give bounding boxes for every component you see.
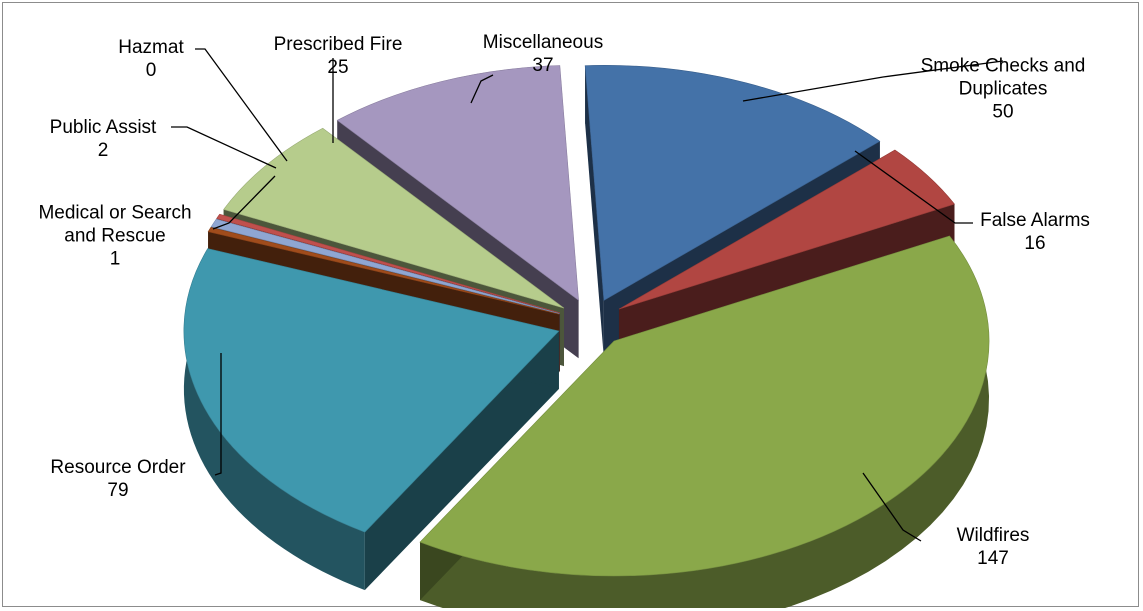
slice-value-false-alarms: 16: [1024, 233, 1045, 254]
leader-line-miscellaneous: [470, 74, 494, 104]
slice-value-medical-or-search-and-rescue: 1: [110, 249, 121, 270]
leader-line-smoke-checks-and-duplicates: [742, 60, 1004, 102]
slice-wildfires: [419, 235, 990, 577]
slice-label-miscellaneous: Miscellaneous: [483, 32, 603, 53]
slice-edge-smoke-checks-and-duplicates-0: [585, 65, 604, 359]
slice-label-smoke-checks-and-duplicates: Duplicates: [959, 79, 1048, 100]
slice-label-smoke-checks-and-duplicates: Smoke Checks and: [921, 56, 1086, 77]
slice-value-public-assist: 2: [98, 140, 109, 161]
leader-line-hazmat: [195, 48, 288, 162]
slice-value-miscellaneous: 37: [532, 55, 553, 76]
leader-line-wildfires: [862, 472, 922, 542]
slice-label-prescribed-fire: Prescribed Fire: [274, 34, 403, 55]
slice-label-public-assist: Public Assist: [50, 117, 157, 138]
slice-prescribed-fire: [223, 127, 565, 309]
slice-false-alarms: [618, 149, 955, 310]
slice-value-wildfires: 147: [977, 548, 1009, 569]
slice-smoke-checks-and-duplicates: [584, 65, 881, 301]
leader-line-medical-or-search-and-rescue: [212, 175, 276, 230]
slice-medical-or-search-and-rescue: [207, 227, 560, 315]
slice-side-wildfires: [420, 235, 990, 608]
leader-line-resource-order: [214, 353, 222, 476]
slice-hazmat: [216, 213, 561, 314]
slice-value-prescribed-fire: 25: [327, 57, 348, 78]
slice-value-smoke-checks-and-duplicates: 50: [992, 102, 1013, 123]
leader-line-public-assist: [171, 126, 277, 169]
leader-line-false-alarms: [854, 150, 973, 224]
slice-miscellaneous: [336, 65, 579, 301]
slice-label-medical-or-search-and-rescue: Medical or Search: [38, 203, 191, 224]
slice-label-hazmat: Hazmat: [118, 37, 184, 58]
slice-label-false-alarms: False Alarms: [980, 210, 1090, 231]
slice-label-medical-or-search-and-rescue: and Rescue: [64, 226, 165, 247]
slice-resource-order: [183, 248, 560, 533]
slice-label-wildfires: Wildfires: [957, 525, 1030, 546]
slice-value-resource-order: 79: [107, 480, 128, 501]
slice-label-resource-order: Resource Order: [50, 457, 186, 478]
slice-edge-resource-order-0: [364, 331, 559, 591]
slice-public-assist: [210, 218, 560, 314]
slice-value-hazmat: 0: [146, 60, 157, 81]
